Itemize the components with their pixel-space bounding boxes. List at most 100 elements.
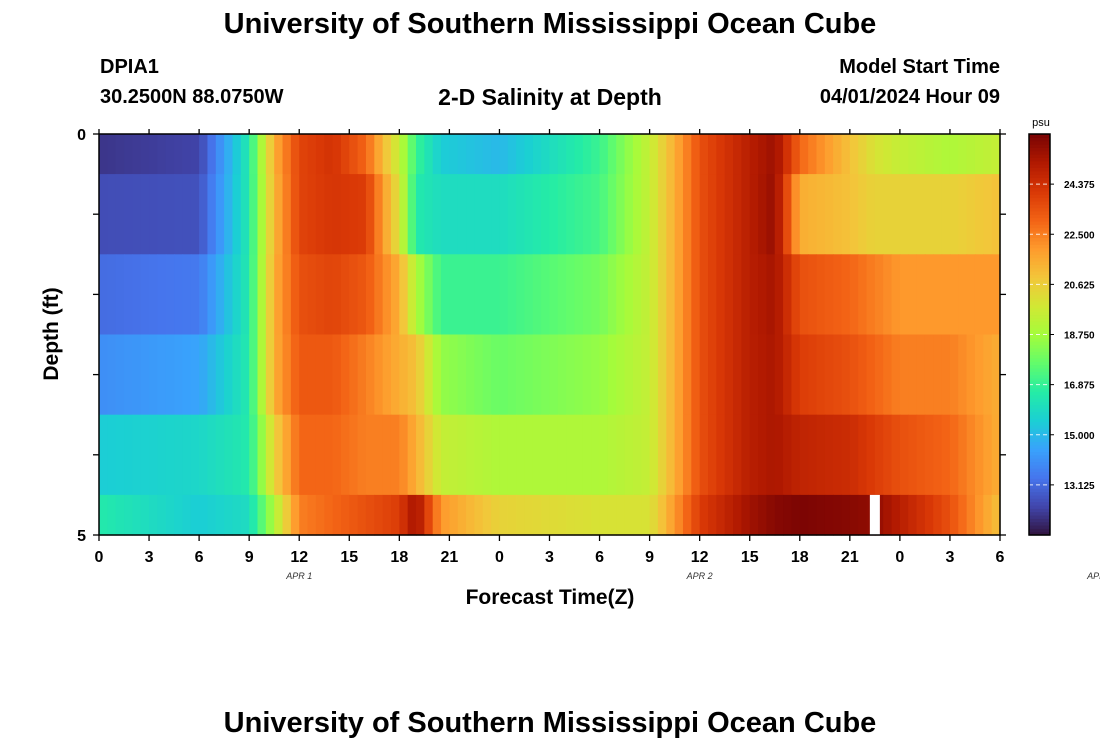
heatmap-cell xyxy=(758,414,768,496)
heatmap-cell xyxy=(507,134,517,175)
colorbar-swatch xyxy=(1029,504,1050,509)
heatmap-cell xyxy=(307,334,317,416)
heatmap-cell xyxy=(883,134,893,175)
heatmap-cell xyxy=(557,494,567,536)
colorbar-swatch xyxy=(1029,170,1050,175)
heatmap-cell xyxy=(474,134,484,175)
heatmap-cell xyxy=(249,134,259,175)
heatmap-cell xyxy=(833,494,843,536)
heatmap-cell xyxy=(824,414,834,496)
heatmap-cell xyxy=(574,134,584,175)
heatmap-cell xyxy=(174,254,184,336)
heatmap-cell xyxy=(257,414,267,496)
heatmap-cell xyxy=(883,414,893,496)
heatmap-cell xyxy=(741,414,751,496)
heatmap-cell xyxy=(115,414,125,496)
heatmap-cell xyxy=(749,254,759,336)
heatmap-cell xyxy=(974,334,984,416)
colorbar-swatch xyxy=(1029,250,1050,255)
heatmap-cell xyxy=(407,254,417,336)
heatmap-cell xyxy=(449,334,459,416)
heatmap-cell xyxy=(224,254,234,336)
heatmap-cell xyxy=(507,174,517,255)
heatmap-cell xyxy=(599,174,609,255)
heatmap-cell xyxy=(491,414,501,496)
heatmap-cell xyxy=(783,174,793,255)
heatmap-cell xyxy=(833,334,843,416)
colorbar-swatch xyxy=(1029,220,1050,225)
heatmap-cell xyxy=(766,494,776,536)
heatmap-cell xyxy=(916,494,926,536)
heatmap-cell xyxy=(682,254,692,336)
heatmap-cell xyxy=(933,254,943,336)
x-tick-label: 3 xyxy=(145,549,154,566)
colorbar-swatch xyxy=(1029,361,1050,366)
heatmap-cell xyxy=(199,254,209,336)
heatmap-cell xyxy=(215,494,225,536)
heatmap-cell xyxy=(140,414,150,496)
heatmap-cell xyxy=(899,414,909,496)
heatmap-cell xyxy=(599,414,609,496)
heatmap-cell xyxy=(516,174,526,255)
heatmap-cell xyxy=(99,134,108,175)
heatmap-cell xyxy=(407,494,417,536)
heatmap-cell xyxy=(724,174,734,255)
colorbar-swatch xyxy=(1029,240,1050,245)
heatmap-cell xyxy=(174,494,184,536)
heatmap-cell xyxy=(199,414,209,496)
heatmap-cell xyxy=(607,254,617,336)
colorbar-swatch xyxy=(1029,184,1050,189)
heatmap-cell xyxy=(949,334,959,416)
colorbar-swatch xyxy=(1029,277,1050,282)
x-tick-label: 18 xyxy=(390,549,408,566)
heatmap-cell xyxy=(516,134,526,175)
heatmap-cell xyxy=(966,334,976,416)
heatmap-cell xyxy=(140,494,150,536)
heatmap-cell xyxy=(107,254,117,336)
heatmap-cell xyxy=(991,494,1001,536)
heatmap-cell xyxy=(766,174,776,255)
y-tick-label: 5 xyxy=(77,528,86,545)
heatmap-cell xyxy=(165,254,175,336)
heatmap-cell xyxy=(424,334,434,416)
colorbar-swatch xyxy=(1029,264,1050,269)
colorbar-swatch xyxy=(1029,230,1050,235)
heatmap-cell xyxy=(924,174,934,255)
heatmap-cell xyxy=(841,414,851,496)
colorbar-swatch xyxy=(1029,431,1050,436)
heatmap-cell xyxy=(624,414,634,496)
x-axis-label: Forecast Time(Z) xyxy=(466,586,635,609)
heatmap-cell xyxy=(365,134,375,175)
heatmap-cell xyxy=(682,174,692,255)
heatmap-cell xyxy=(507,494,517,536)
heatmap-cell xyxy=(349,334,359,416)
x-tick-label: 0 xyxy=(95,549,104,566)
heatmap-cell xyxy=(340,174,350,255)
colorbar-swatch xyxy=(1029,394,1050,399)
heatmap-cell xyxy=(741,174,751,255)
heatmap-cell xyxy=(541,414,551,496)
colorbar-swatch xyxy=(1029,374,1050,379)
heatmap-cell xyxy=(657,174,667,255)
heatmap-cell xyxy=(507,334,517,416)
heatmap-cell xyxy=(941,494,951,536)
heatmap-cell xyxy=(99,334,108,416)
heatmap-cell xyxy=(582,134,592,175)
colorbar-swatch xyxy=(1029,331,1050,336)
heatmap-cell xyxy=(849,334,859,416)
heatmap-cell xyxy=(816,174,826,255)
colorbar-swatch xyxy=(1029,441,1050,446)
heatmap-cell xyxy=(324,254,334,336)
heatmap-cell xyxy=(149,254,158,336)
heatmap-cell xyxy=(549,134,559,175)
x-tick-label: 6 xyxy=(595,549,604,566)
colorbar-swatch xyxy=(1029,387,1050,392)
heatmap-cell xyxy=(390,134,400,175)
colorbar-swatch xyxy=(1029,414,1050,419)
heatmap-cell xyxy=(774,174,784,255)
heatmap-cell xyxy=(649,254,659,336)
colorbar-swatch xyxy=(1029,411,1050,416)
heatmap-cell xyxy=(382,334,392,416)
heatmap-cell xyxy=(716,174,726,255)
heatmap-cell xyxy=(908,134,918,175)
